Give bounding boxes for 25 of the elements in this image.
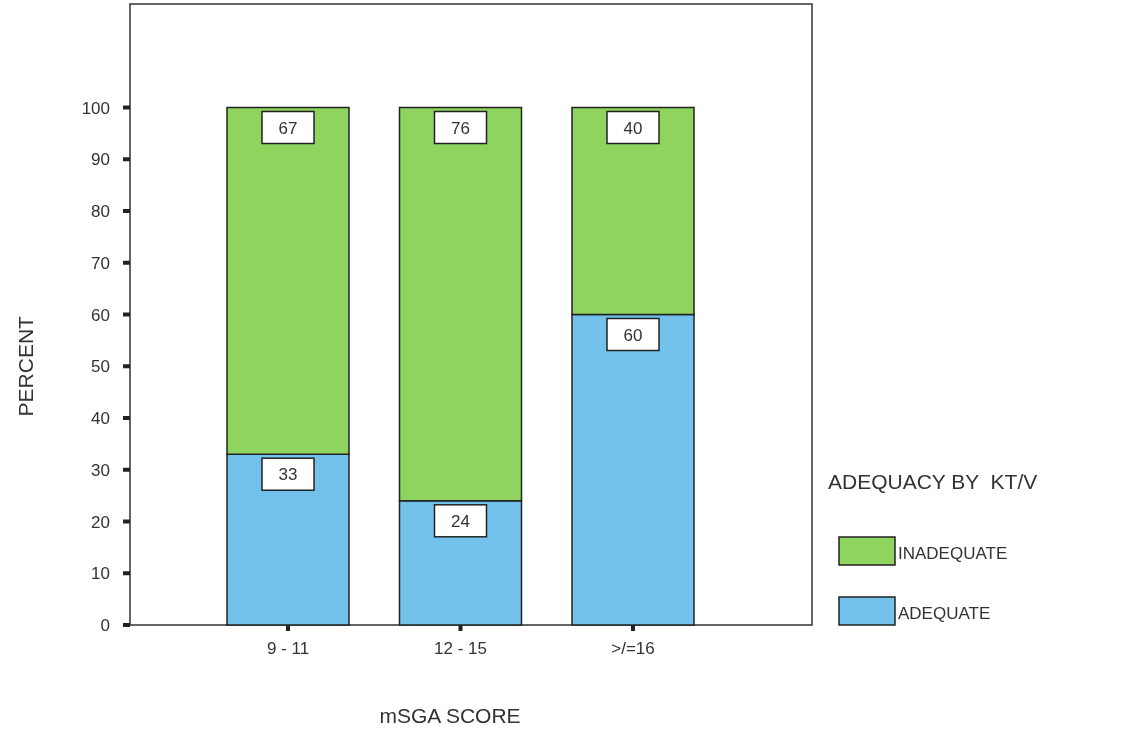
y-tick-label: 0 xyxy=(100,616,110,635)
data-label: 24 xyxy=(451,511,470,531)
x-tick-label: 9 - 11 xyxy=(266,639,310,658)
legend-label: ADEQUATE xyxy=(898,604,991,623)
x-axis-title: mSGA SCORE xyxy=(379,704,521,727)
data-label: 60 xyxy=(623,325,643,345)
data-label: 40 xyxy=(623,118,643,138)
y-tick-label: 30 xyxy=(91,460,110,480)
data-label: 76 xyxy=(451,118,470,138)
y-tick-label: 80 xyxy=(91,202,110,221)
legend-title: ADEQUACY BY KT/V xyxy=(828,470,1038,493)
y-tick-label: 90 xyxy=(91,150,110,170)
y-tick-label: 100 xyxy=(81,98,110,118)
x-tick-label: 12 - 15 xyxy=(434,639,487,658)
x-tick-label: >/=16 xyxy=(611,639,655,658)
y-tick-label: 60 xyxy=(91,305,110,325)
y-axis-title: PERCENT xyxy=(14,315,37,417)
y-tick-label: 20 xyxy=(91,512,110,532)
data-label: 33 xyxy=(278,465,298,485)
y-tick-label: 70 xyxy=(91,253,110,273)
data-label: 67 xyxy=(278,118,298,138)
y-tick-label: 50 xyxy=(91,357,110,377)
y-tick-label: 10 xyxy=(91,564,110,584)
y-tick-label: 40 xyxy=(91,409,110,428)
legend-label: INADEQUATE xyxy=(898,544,1008,563)
